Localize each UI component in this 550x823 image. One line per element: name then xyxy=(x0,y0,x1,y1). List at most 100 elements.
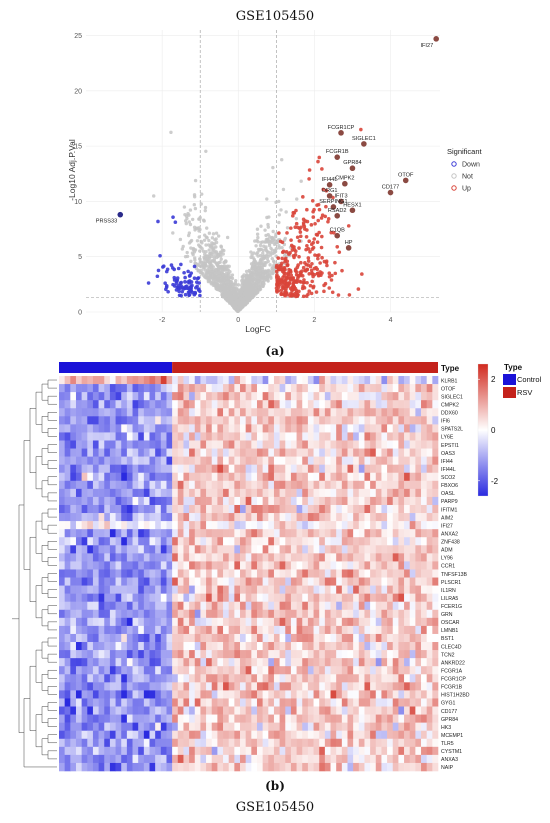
heatmap-cell xyxy=(404,392,411,401)
heatmap-cell xyxy=(353,392,360,401)
legend-not-marker xyxy=(451,173,457,179)
heatmap-cell xyxy=(59,480,65,490)
heatmap-cell xyxy=(279,464,286,474)
heatmap-cell xyxy=(330,448,337,457)
volcano-point-not xyxy=(195,239,200,243)
heatmap-cell xyxy=(409,698,416,707)
heatmap-cell xyxy=(409,432,416,441)
heatmap-cell xyxy=(426,561,433,570)
volcano-point-not xyxy=(265,253,269,257)
heatmap-cell xyxy=(319,601,326,611)
heatmap-cell xyxy=(70,456,77,465)
heatmap-cell xyxy=(160,496,167,506)
heatmap-cell xyxy=(138,448,145,457)
heatmap-cell xyxy=(132,682,139,691)
heatmap-cell xyxy=(59,553,65,562)
volcano-point-up xyxy=(315,233,320,237)
heatmap-cell xyxy=(279,416,286,425)
heatmap-cell xyxy=(87,690,94,699)
heatmap-cell xyxy=(143,698,150,707)
heatmap-cell xyxy=(59,376,65,385)
heatmap-cell xyxy=(172,577,179,586)
heatmap-cell xyxy=(92,456,99,465)
heatmap-cell xyxy=(228,553,235,562)
heatmap-cell xyxy=(87,722,94,731)
volcano-point-down xyxy=(161,264,166,268)
heatmap-cell xyxy=(87,440,94,449)
heatmap-cell xyxy=(279,690,286,699)
heatmap-cell xyxy=(330,521,337,530)
heatmap-cell xyxy=(155,440,162,449)
heatmap-cell xyxy=(223,545,230,554)
heatmap-cell xyxy=(251,585,258,594)
heatmap-cell xyxy=(404,625,411,635)
heatmap-cell xyxy=(347,553,354,562)
heatmap-cell xyxy=(155,545,162,554)
heatmap-cell xyxy=(81,472,88,482)
heatmap-cell xyxy=(245,521,252,530)
heatmap-cell xyxy=(307,642,314,651)
heatmap-cell xyxy=(421,553,427,562)
heatmap-cell xyxy=(290,472,297,482)
heatmap-cell xyxy=(268,642,275,651)
heatmap-cell xyxy=(194,674,201,683)
heatmap-cell xyxy=(160,488,167,498)
heatmap-cell xyxy=(234,537,241,546)
volcano-point-not xyxy=(193,256,197,260)
heatmap-cell xyxy=(240,392,246,401)
heatmap-cell xyxy=(302,609,309,619)
heatmap-cell xyxy=(149,706,156,715)
heatmap-cell xyxy=(206,529,213,538)
heatmap-cell xyxy=(155,472,162,482)
heatmap-cell xyxy=(194,714,201,723)
heatmap-cell xyxy=(121,456,128,465)
heatmap-cell xyxy=(375,642,382,651)
heatmap-cell xyxy=(273,698,280,707)
heatmap-cell xyxy=(302,706,309,715)
heatmap-cell xyxy=(228,432,235,441)
heatmap-cell xyxy=(341,658,348,667)
heatmap-cell xyxy=(87,448,94,457)
heatmap-cell xyxy=(149,698,156,707)
heatmap-cell xyxy=(143,432,150,441)
heatmap-cell xyxy=(404,504,411,514)
heatmap-cell xyxy=(109,496,116,506)
heatmap-cell xyxy=(87,601,94,611)
heatmap-cell xyxy=(211,504,218,514)
volcano-point-not xyxy=(255,232,260,236)
heatmap-cell xyxy=(59,496,65,506)
heatmap-cell xyxy=(245,577,252,586)
heatmap-cell xyxy=(421,666,427,675)
heatmap-cell xyxy=(279,585,286,594)
volcano-point-not xyxy=(267,243,272,248)
heatmap-cell xyxy=(211,642,218,651)
heatmap-cell xyxy=(143,577,150,586)
volcano-point-down xyxy=(164,287,168,292)
heatmap-cell xyxy=(132,633,139,643)
heatmap-cell xyxy=(104,561,111,570)
heatmap-cell xyxy=(285,408,292,417)
heatmap-cell xyxy=(302,400,309,409)
heatmap-cell xyxy=(143,682,150,691)
heatmap-cell xyxy=(206,650,213,659)
heatmap-cell xyxy=(251,545,258,554)
heatmap-cell xyxy=(387,698,394,707)
heatmap-cell xyxy=(319,593,326,603)
heatmap-cell xyxy=(59,690,65,699)
heatmap-cell xyxy=(404,585,411,594)
heatmap-cell xyxy=(319,424,326,433)
heatmap-cell xyxy=(149,714,156,723)
heatmap-cell xyxy=(149,456,156,465)
heatmap-cell xyxy=(132,408,139,417)
heatmap-cell xyxy=(336,553,343,562)
heatmap-cell xyxy=(324,593,331,603)
heatmap-cell xyxy=(336,472,343,482)
heatmap-cell xyxy=(228,400,235,409)
dendrogram-branch xyxy=(29,665,36,731)
heatmap-cell xyxy=(81,569,88,578)
heatmap-cell xyxy=(189,722,196,731)
volcano-point-not xyxy=(193,206,198,211)
heatmap-cell xyxy=(177,577,184,586)
heatmap-cell xyxy=(64,521,71,530)
heatmap-cell xyxy=(336,392,343,401)
